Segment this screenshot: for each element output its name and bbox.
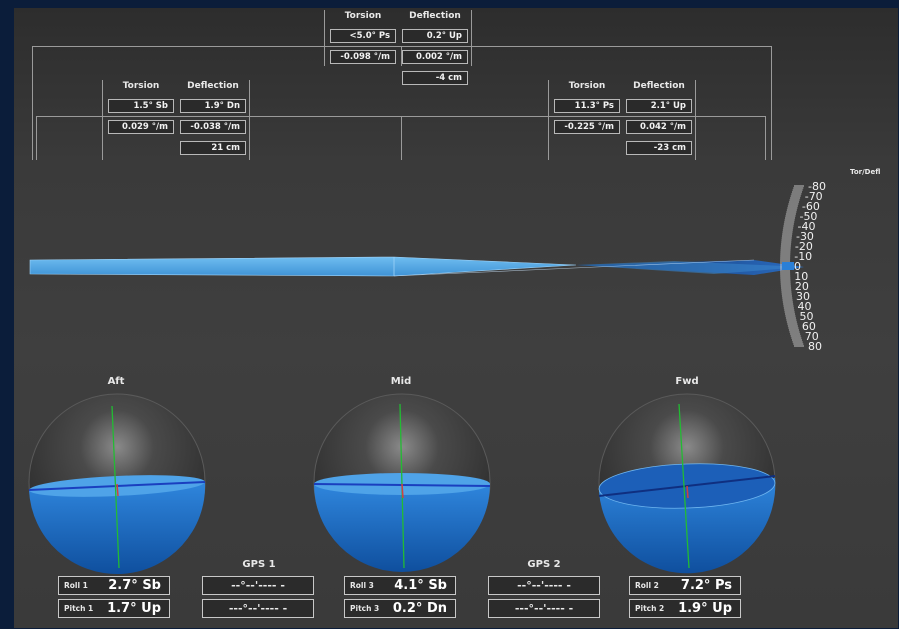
deflection-value: 2.1° Up xyxy=(626,99,692,113)
scale-tick-label: -80 xyxy=(808,180,826,193)
torsion-rate-value: -0.225 °/m xyxy=(554,120,620,134)
scale-tick-label: -30 xyxy=(796,230,814,243)
gps1-latitude: --°--'---- - xyxy=(202,576,314,595)
pitch2-label: Pitch 2 xyxy=(635,604,665,613)
bracket-line xyxy=(324,10,325,66)
scale-tick-label: 50 xyxy=(799,310,813,323)
torsion-header: Torsion xyxy=(122,81,160,91)
roll2-label: Roll 2 xyxy=(635,581,659,590)
scale-tick-label: -40 xyxy=(798,220,816,233)
mid-sphere xyxy=(313,393,491,572)
deflection-header: Deflection xyxy=(409,11,461,21)
bracket-line xyxy=(32,46,772,47)
torsion-rate-value: 0.029 °/m xyxy=(108,120,174,134)
attitude-spheres xyxy=(28,393,776,575)
roll1-label: Roll 1 xyxy=(64,581,88,590)
pitch1-value: 1.7° Up xyxy=(107,601,161,616)
bracket-line xyxy=(102,80,103,160)
scale-tick-label: 10 xyxy=(794,270,808,283)
deflection-rate-value: -0.038 °/m xyxy=(180,120,246,134)
scale-tick-label: 0 xyxy=(794,260,801,273)
scale-tick-label: 80 xyxy=(808,340,822,352)
mid-title: Mid xyxy=(390,376,412,387)
deflection-value: 1.9° Dn xyxy=(180,99,246,113)
bracket-line xyxy=(249,80,250,160)
deflection-rate-value: 0.042 °/m xyxy=(626,120,692,134)
bracket-line xyxy=(401,46,402,66)
torsion-value: 11.3° Ps xyxy=(554,99,620,113)
deflection-rate-value: 0.002 °/m xyxy=(402,50,468,64)
pitch2-value: 1.9° Up xyxy=(678,601,732,616)
deflection-value: 0.2° Up xyxy=(402,29,468,43)
bracket-line xyxy=(36,116,37,160)
torsion-header: Torsion xyxy=(568,81,606,91)
scale-tick-label: -70 xyxy=(805,190,823,203)
scale-tick-label: 70 xyxy=(805,330,819,343)
bracket-line xyxy=(765,116,766,160)
torsion-rate-value: -0.098 °/m xyxy=(330,50,396,64)
roll2-readout: Roll 2 7.2° Ps xyxy=(629,576,741,595)
pitch3-readout: Pitch 3 0.2° Dn xyxy=(344,599,456,618)
bracket-line xyxy=(471,10,472,66)
gps1-title: GPS 1 xyxy=(242,559,276,570)
fwd-title: Fwd xyxy=(675,376,699,387)
scale-tick-label: 60 xyxy=(802,320,816,333)
gps2-latitude: --°--'---- - xyxy=(488,576,600,595)
bracket-line xyxy=(771,46,772,160)
scale-tick-label: -20 xyxy=(795,240,813,253)
fwd-sphere xyxy=(598,393,776,574)
scale-tick-label: 20 xyxy=(795,280,809,293)
roll2-value: 7.2° Ps xyxy=(680,578,732,593)
scale-tick-label: 40 xyxy=(798,300,812,313)
scale-tick-label: -10 xyxy=(794,250,812,263)
roll1-readout: Roll 1 2.7° Sb xyxy=(58,576,170,595)
roll3-label: Roll 3 xyxy=(350,581,374,590)
deflection-distance-value: -23 cm xyxy=(626,141,692,155)
deflection-distance-value: 21 cm xyxy=(180,141,246,155)
scale-tick-label: -60 xyxy=(802,200,820,213)
deflection-header: Deflection xyxy=(187,81,239,91)
monitor-panel: Torsion Deflection <5.0° Ps 0.2° Up -0.0… xyxy=(14,8,898,628)
pitch3-value: 0.2° Dn xyxy=(392,601,447,616)
deflection-header: Deflection xyxy=(633,81,685,91)
torsion-value: <5.0° Ps xyxy=(330,29,396,43)
deflection-distance-value: -4 cm xyxy=(402,71,468,85)
bracket-line xyxy=(548,80,549,160)
aft-title: Aft xyxy=(107,376,125,387)
roll3-value: 4.1° Sb xyxy=(394,578,447,593)
scale-tick-label: -50 xyxy=(799,210,817,223)
scale-label: Tor/Defl xyxy=(850,168,881,176)
roll1-value: 2.7° Sb xyxy=(108,578,161,593)
scale-tick-label: 30 xyxy=(796,290,810,303)
bracket-line xyxy=(401,116,402,160)
bracket-line xyxy=(32,46,33,160)
pitch3-label: Pitch 3 xyxy=(350,604,380,613)
roll3-readout: Roll 3 4.1° Sb xyxy=(344,576,456,595)
torsion-value: 1.5° Sb xyxy=(108,99,174,113)
torsion-deflection-scale: -80-70-60-50-40-30-20-100102030405060708… xyxy=(780,180,826,352)
bracket-line xyxy=(695,80,696,160)
gps2-title: GPS 2 xyxy=(527,559,561,570)
pitch1-readout: Pitch 1 1.7° Up xyxy=(58,599,170,618)
torsion-header: Torsion xyxy=(344,11,382,21)
gps1-longitude: ---°--'---- - xyxy=(202,599,314,618)
hull-ribbon xyxy=(29,256,804,277)
aft-sphere xyxy=(28,393,206,575)
pitch1-label: Pitch 1 xyxy=(64,604,94,613)
gps2-longitude: ---°--'---- - xyxy=(488,599,600,618)
scale-indicator xyxy=(782,262,794,270)
pitch2-readout: Pitch 2 1.9° Up xyxy=(629,599,741,618)
